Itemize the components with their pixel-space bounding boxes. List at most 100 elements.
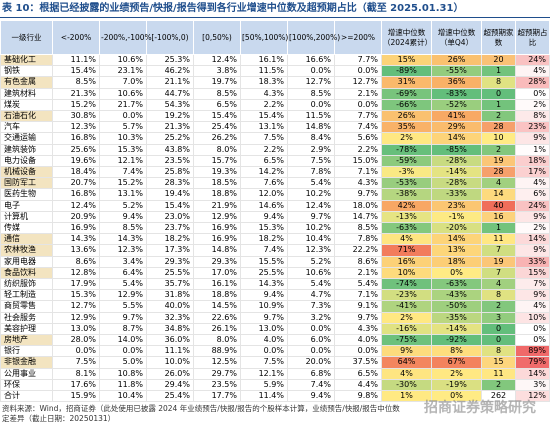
industry-name: 纺织服饰 xyxy=(0,278,53,291)
value-cell: 54.3% xyxy=(146,98,194,112)
value-cell: -41% xyxy=(381,300,432,313)
value-cell: -55% xyxy=(431,65,482,78)
value-cell: -59% xyxy=(381,154,432,168)
value-cell: 9% xyxy=(515,289,550,302)
value-cell: 79% xyxy=(515,356,550,369)
industry-name: 公用事业 xyxy=(0,367,53,380)
value-cell: 16.8% xyxy=(52,188,100,201)
value-cell: 29.4% xyxy=(146,378,194,392)
value-cell: 13.0% xyxy=(52,322,100,336)
industry-name: 机械设备 xyxy=(0,166,53,179)
value-cell: 10.4% xyxy=(287,233,335,246)
value-cell: 3.8% xyxy=(193,65,241,78)
industry-name: 石油石化 xyxy=(0,110,53,123)
value-cell: 15.4% xyxy=(52,65,100,78)
value-cell: 11.5% xyxy=(287,110,335,123)
value-cell: 0.0% xyxy=(99,110,147,123)
value-cell: 3% xyxy=(515,378,550,392)
value-cell: 15.9% xyxy=(52,390,100,403)
value-cell: 8.4% xyxy=(287,132,335,145)
value-cell: 0.0% xyxy=(99,345,147,358)
value-cell: 21.3% xyxy=(52,87,100,100)
industry-name: 电子 xyxy=(0,199,53,212)
value-cell: 67% xyxy=(431,356,482,369)
value-cell: 16% xyxy=(381,255,432,268)
value-cell: 7.8% xyxy=(334,233,382,246)
table-row: 机械设备 18.4% 7.4% 25.8% 19.3% 14.2% 7.8% 7.1% -3% -… xyxy=(0,166,550,179)
value-cell: 2% xyxy=(381,311,432,324)
table-row: 公用事业 8.1% 10.8% 26.0% 29.7% 12.1% 6.8% 6.5% 4% 2%… xyxy=(0,367,550,380)
value-cell: 10.2% xyxy=(287,188,335,201)
value-cell: 16.6% xyxy=(287,53,335,67)
value-cell: 15 xyxy=(481,356,516,369)
value-cell: 7.4% xyxy=(287,378,335,392)
value-cell: 9.8% xyxy=(334,390,382,403)
header-cell: [50%,100%) xyxy=(240,20,288,55)
industry-name: 电力设备 xyxy=(0,154,53,168)
value-cell: 20 xyxy=(481,53,516,67)
value-cell: 5.7% xyxy=(99,121,147,134)
value-cell: 15.3% xyxy=(99,143,147,156)
value-cell: 7 xyxy=(481,266,516,280)
table-row: 基础化工 11.1% 10.6% 25.3% 12.4% 16.1% 16.6% 7.7% 15… xyxy=(0,53,550,67)
value-cell: 0 xyxy=(481,322,516,336)
value-cell: 28.3% xyxy=(146,177,194,190)
value-cell: -30% xyxy=(381,378,432,392)
value-cell: 9.1% xyxy=(334,300,382,313)
value-cell: 19 xyxy=(481,255,516,268)
value-cell: 8.5% xyxy=(99,222,147,235)
value-cell: 8 xyxy=(481,289,516,302)
value-cell: 7.1% xyxy=(334,289,382,302)
value-cell: 3.4% xyxy=(99,255,147,268)
value-cell: 8.0% xyxy=(193,143,241,156)
industry-name: 房地产 xyxy=(0,334,53,347)
value-cell: 18.4% xyxy=(52,166,100,179)
value-cell: 9.4% xyxy=(240,289,288,302)
value-cell: 14% xyxy=(515,233,550,246)
footer-line: 定差异（截止日期：20250131） xyxy=(2,414,116,424)
value-cell: 9.4% xyxy=(287,390,335,403)
value-cell: 2 xyxy=(481,300,516,313)
value-cell: -20% xyxy=(431,222,482,235)
value-cell: 4.3% xyxy=(334,177,382,190)
value-cell: 12.9% xyxy=(193,210,241,224)
value-cell: 2 xyxy=(481,378,516,392)
value-cell: -16% xyxy=(381,322,432,336)
table-row: 建筑装饰 25.6% 15.3% 43.8% 8.0% 2.2% 2.9% 2.2% -78% -… xyxy=(0,143,550,156)
value-cell: 10.2% xyxy=(287,222,335,235)
value-cell: -69% xyxy=(381,87,432,100)
value-cell: 5.5% xyxy=(99,300,147,313)
value-cell: 36% xyxy=(431,76,482,89)
industry-name: 轻工制造 xyxy=(0,289,53,302)
value-cell: 11.1% xyxy=(146,345,194,358)
value-cell: 15% xyxy=(515,266,550,280)
table-body: 基础化工 11.1% 10.6% 25.3% 12.4% 16.1% 16.6% 7.7% 15… xyxy=(0,53,550,403)
industry-name: 计算机 xyxy=(0,210,53,224)
value-cell: 0% xyxy=(431,390,482,403)
value-cell: 71% xyxy=(381,244,432,257)
value-cell: 18.2% xyxy=(240,233,288,246)
value-cell: 11.4% xyxy=(240,390,288,403)
value-cell: -38% xyxy=(381,188,432,201)
value-cell: 5.6% xyxy=(334,132,382,145)
table-row: 计算机 20.9% 9.4% 23.0% 12.9% 9.4% 9.7% 14.7% -13% -… xyxy=(0,210,550,224)
value-cell: -83% xyxy=(431,87,482,100)
value-cell: 11 xyxy=(481,367,516,380)
value-cell: 15.2% xyxy=(99,177,147,190)
value-cell: -33% xyxy=(431,188,482,201)
value-cell: 0% xyxy=(431,266,482,280)
value-cell: 9% xyxy=(515,210,550,224)
value-cell: 9.7% xyxy=(287,210,335,224)
value-cell: 21.3% xyxy=(146,121,194,134)
value-cell: 8.7% xyxy=(99,322,147,336)
header-cell: [0,50%) xyxy=(193,20,241,55)
value-cell: 12.7% xyxy=(334,76,382,89)
footer: 资料来源：Wind，招商证券（此处使用已披露 2024 年业绩预告/快报/报告的… xyxy=(0,402,550,424)
value-cell: 2 xyxy=(481,110,516,123)
table-row: 医药生物 16.8% 13.1% 19.4% 18.8% 12.0% 10.2% 9.7% -3… xyxy=(0,188,550,201)
value-cell: 0.0% xyxy=(287,98,335,112)
value-cell: 26% xyxy=(381,110,432,123)
value-cell: 8.1% xyxy=(52,367,100,380)
value-cell: 12.3% xyxy=(99,244,147,257)
value-cell: 18.2% xyxy=(146,233,194,246)
